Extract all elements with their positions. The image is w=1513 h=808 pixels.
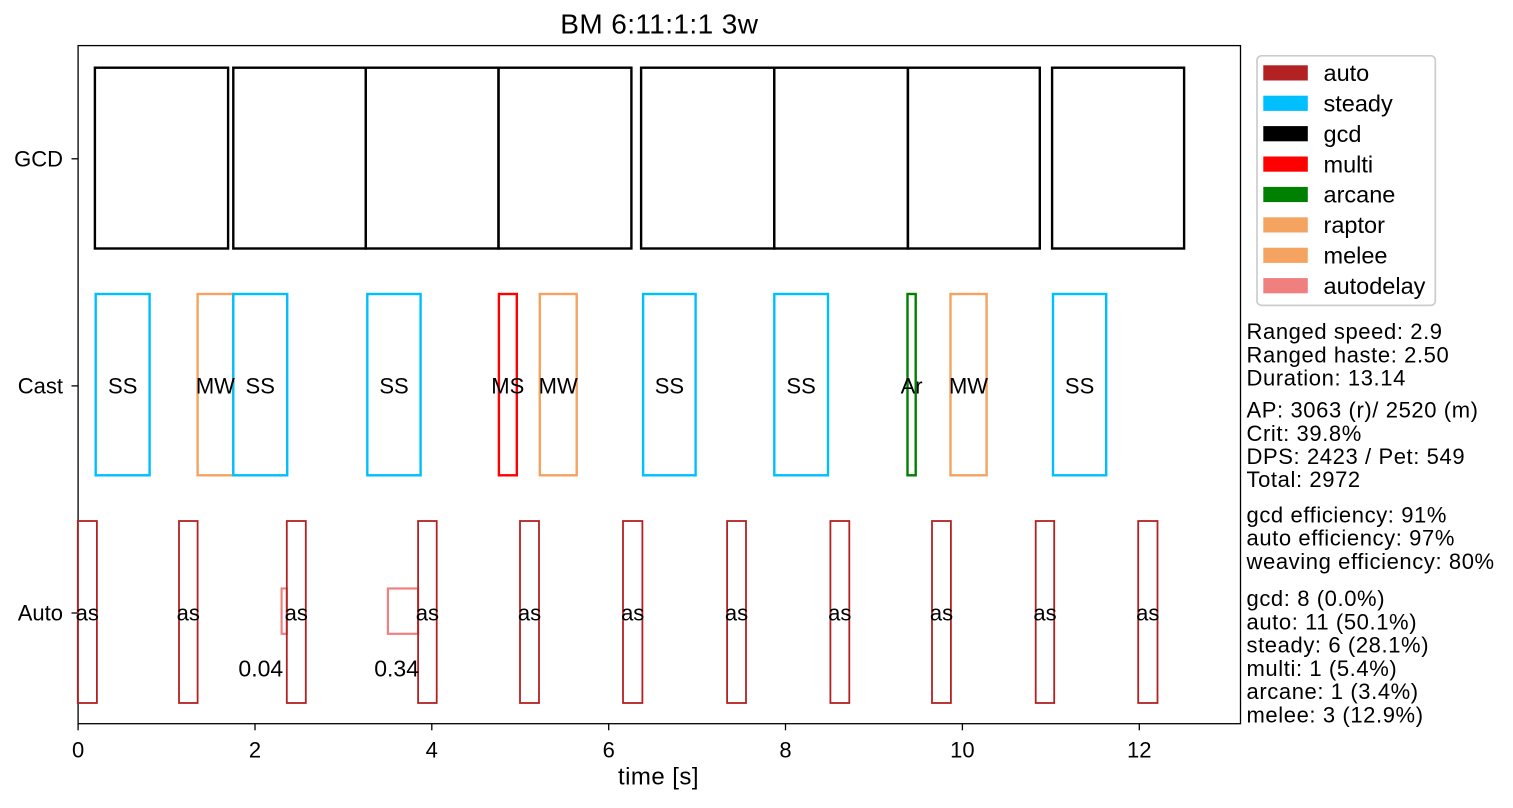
svg-text:as: as bbox=[76, 601, 99, 626]
svg-text:as: as bbox=[1136, 601, 1159, 626]
svg-text:gcd efficiency: 91%: gcd efficiency: 91% bbox=[1247, 502, 1448, 527]
svg-text:as: as bbox=[621, 601, 644, 626]
svg-text:as: as bbox=[177, 601, 200, 626]
svg-text:2: 2 bbox=[249, 737, 261, 762]
svg-text:Ranged haste: 2.50: Ranged haste: 2.50 bbox=[1247, 342, 1450, 367]
svg-text:steady: steady bbox=[1324, 91, 1393, 117]
svg-text:12: 12 bbox=[1127, 737, 1151, 762]
svg-text:SS: SS bbox=[246, 374, 275, 399]
svg-text:0: 0 bbox=[72, 737, 84, 762]
svg-text:MW: MW bbox=[196, 374, 235, 399]
svg-text:10: 10 bbox=[950, 737, 974, 762]
svg-text:melee: melee bbox=[1324, 243, 1388, 269]
svg-text:SS: SS bbox=[1065, 374, 1094, 399]
svg-text:arcane: arcane bbox=[1324, 182, 1396, 208]
svg-text:AP: 3063 (r)/ 2520 (m): AP: 3063 (r)/ 2520 (m) bbox=[1247, 398, 1479, 423]
svg-text:4: 4 bbox=[426, 737, 438, 762]
svg-text:steady: 6 (28.1%): steady: 6 (28.1%) bbox=[1247, 633, 1430, 658]
svg-text:MW: MW bbox=[539, 374, 578, 399]
svg-text:Ar: Ar bbox=[901, 374, 923, 399]
svg-text:autodelay: autodelay bbox=[1324, 273, 1426, 299]
svg-text:auto: 11 (50.1%): auto: 11 (50.1%) bbox=[1247, 610, 1418, 635]
svg-text:BM 6:11:1:1 3w: BM 6:11:1:1 3w bbox=[560, 9, 758, 40]
svg-text:as: as bbox=[725, 601, 748, 626]
svg-text:DPS: 2423 / Pet: 549: DPS: 2423 / Pet: 549 bbox=[1247, 444, 1466, 469]
svg-text:weaving efficiency: 80%: weaving efficiency: 80% bbox=[1246, 549, 1495, 574]
svg-text:Auto: Auto bbox=[18, 601, 63, 626]
svg-text:multi: 1 (5.4%): multi: 1 (5.4%) bbox=[1247, 656, 1398, 681]
svg-text:MS: MS bbox=[491, 374, 524, 399]
svg-text:gcd: 8 (0.0%): gcd: 8 (0.0%) bbox=[1247, 586, 1386, 611]
svg-text:MW: MW bbox=[949, 374, 988, 399]
svg-text:Duration: 13.14: Duration: 13.14 bbox=[1247, 366, 1406, 391]
svg-text:Crit: 39.8%: Crit: 39.8% bbox=[1247, 421, 1362, 446]
svg-text:0.04: 0.04 bbox=[238, 656, 283, 682]
svg-text:as: as bbox=[828, 601, 851, 626]
svg-text:as: as bbox=[1033, 601, 1056, 626]
svg-text:GCD: GCD bbox=[14, 147, 63, 172]
svg-text:0.34: 0.34 bbox=[374, 656, 419, 682]
svg-text:6: 6 bbox=[603, 737, 615, 762]
svg-text:as: as bbox=[416, 601, 439, 626]
svg-text:SS: SS bbox=[379, 374, 408, 399]
svg-text:SS: SS bbox=[786, 374, 815, 399]
svg-text:auto: auto bbox=[1324, 60, 1370, 86]
svg-text:Cast: Cast bbox=[18, 374, 63, 399]
svg-text:Total: 2972: Total: 2972 bbox=[1247, 467, 1361, 492]
svg-text:melee: 3 (12.9%): melee: 3 (12.9%) bbox=[1247, 703, 1424, 728]
svg-text:as: as bbox=[518, 601, 541, 626]
svg-text:arcane: 1 (3.4%): arcane: 1 (3.4%) bbox=[1247, 679, 1419, 704]
svg-text:gcd: gcd bbox=[1324, 121, 1362, 147]
svg-text:as: as bbox=[285, 601, 308, 626]
svg-text:SS: SS bbox=[655, 374, 684, 399]
svg-text:8: 8 bbox=[779, 737, 791, 762]
svg-text:time [s]: time [s] bbox=[618, 763, 699, 790]
svg-text:Ranged speed: 2.9: Ranged speed: 2.9 bbox=[1247, 319, 1443, 344]
svg-text:as: as bbox=[930, 601, 953, 626]
svg-text:auto efficiency: 97%: auto efficiency: 97% bbox=[1247, 526, 1456, 551]
svg-text:multi: multi bbox=[1324, 151, 1374, 177]
svg-text:SS: SS bbox=[108, 374, 137, 399]
svg-text:raptor: raptor bbox=[1324, 212, 1386, 238]
